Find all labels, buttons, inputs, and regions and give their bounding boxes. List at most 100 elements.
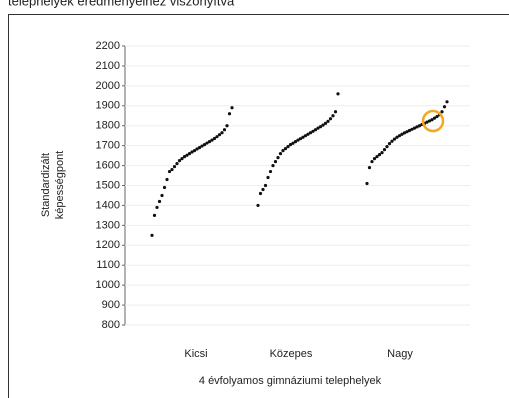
point xyxy=(175,161,179,166)
point xyxy=(202,143,207,147)
point xyxy=(281,149,285,153)
point xyxy=(380,151,384,155)
y-tick-label: 1100 xyxy=(96,259,120,271)
point xyxy=(365,181,369,186)
point xyxy=(152,213,157,217)
point xyxy=(197,146,202,150)
point xyxy=(415,125,419,129)
point xyxy=(328,117,333,121)
point xyxy=(432,116,437,120)
point xyxy=(372,156,377,161)
point xyxy=(225,124,229,128)
point xyxy=(266,175,270,180)
point xyxy=(321,123,325,127)
point xyxy=(205,141,209,145)
x-tick-label: Nagy xyxy=(387,348,413,360)
point xyxy=(286,145,290,149)
point xyxy=(316,126,320,130)
point xyxy=(326,119,330,123)
point xyxy=(370,159,374,164)
point xyxy=(377,153,382,157)
point xyxy=(276,156,280,160)
point xyxy=(395,135,399,139)
point xyxy=(291,141,295,145)
point xyxy=(303,134,308,138)
point xyxy=(400,132,404,136)
point xyxy=(162,185,167,190)
y-tick-label: 2100 xyxy=(96,60,120,72)
y-tick-label: 1700 xyxy=(96,140,120,152)
y-tick-label: 1500 xyxy=(96,179,120,191)
y-tick-label: 1300 xyxy=(96,219,120,231)
point xyxy=(296,138,300,142)
point xyxy=(417,124,422,128)
point xyxy=(397,134,402,138)
point xyxy=(385,145,389,149)
point xyxy=(382,148,387,152)
point xyxy=(200,144,204,148)
y-tick-label: 1200 xyxy=(96,239,120,251)
point xyxy=(263,183,268,188)
point xyxy=(207,140,212,144)
point xyxy=(412,126,417,130)
point xyxy=(336,92,340,96)
point xyxy=(217,133,222,137)
point xyxy=(318,125,323,129)
point xyxy=(170,167,174,172)
y-tick-label: 2200 xyxy=(96,40,120,52)
point xyxy=(313,128,318,132)
y-tick-label: 1600 xyxy=(96,159,120,171)
point xyxy=(410,127,414,131)
point xyxy=(227,112,232,116)
point xyxy=(180,156,184,161)
point xyxy=(427,119,432,123)
point xyxy=(278,152,283,156)
highlight-circle xyxy=(421,109,445,133)
y-axis-title: Standardizált xyxy=(40,153,52,217)
point xyxy=(182,155,187,159)
frame xyxy=(8,14,509,398)
point xyxy=(323,121,328,125)
point xyxy=(301,135,305,139)
y-axis-title: képességpont xyxy=(54,151,66,220)
point xyxy=(157,199,162,204)
point xyxy=(430,118,434,122)
point xyxy=(268,169,273,174)
point xyxy=(210,138,214,142)
caption: telephelyek eredményeihez viszonyítva xyxy=(8,0,235,8)
y-tick-label: 800 xyxy=(102,319,120,331)
point xyxy=(172,164,177,169)
point xyxy=(261,187,265,192)
point xyxy=(435,114,439,119)
point xyxy=(425,120,429,124)
point xyxy=(160,193,164,198)
point xyxy=(222,128,227,132)
point xyxy=(273,159,278,164)
point xyxy=(367,165,372,170)
point xyxy=(185,153,189,157)
point xyxy=(195,147,199,151)
point xyxy=(220,131,224,135)
point xyxy=(177,158,182,163)
point xyxy=(258,191,263,196)
point xyxy=(187,152,192,156)
x-tick-label: Kicsi xyxy=(184,348,207,360)
point xyxy=(256,203,260,208)
point xyxy=(407,128,412,133)
point xyxy=(333,110,338,114)
x-axis-title: 4 évfolyamos gimnáziumi telephelyek xyxy=(199,375,382,387)
point xyxy=(331,114,335,118)
point xyxy=(390,139,394,143)
point xyxy=(306,132,310,136)
point xyxy=(440,110,444,114)
point xyxy=(311,129,315,133)
point xyxy=(215,135,219,139)
point xyxy=(293,140,298,144)
point xyxy=(167,169,172,174)
y-tick-label: 1400 xyxy=(96,199,120,211)
y-tick-label: 2000 xyxy=(96,80,120,92)
point xyxy=(150,233,154,237)
point xyxy=(392,137,397,141)
point xyxy=(402,131,407,135)
